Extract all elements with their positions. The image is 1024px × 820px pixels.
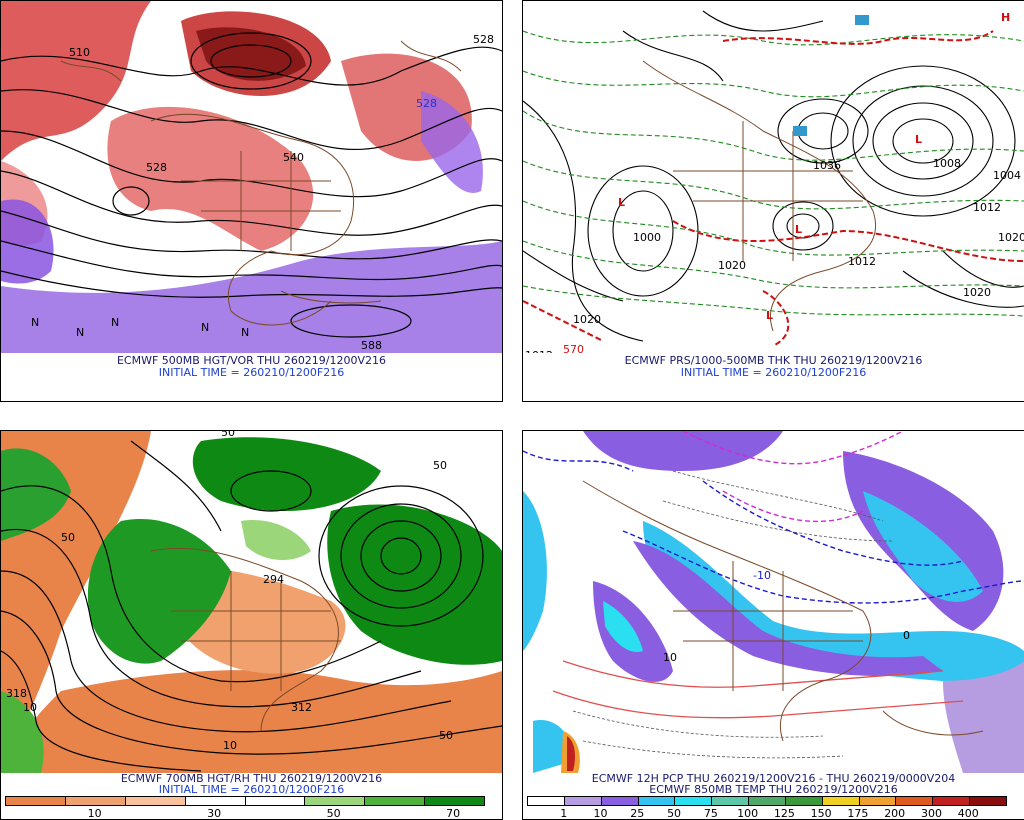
p1-label: 528	[473, 33, 494, 46]
p2-label: 1020	[573, 313, 601, 326]
p2-caption-init: INITIAL TIME = 260210/1200F216	[680, 366, 867, 379]
p2-label: 1012	[973, 201, 1001, 214]
p3-label: 50	[439, 729, 453, 742]
p2-label: 1008	[933, 157, 961, 170]
p2-low-marker: L	[766, 309, 773, 322]
colorbar-swatch	[821, 797, 859, 805]
colorbar-swatch	[563, 797, 601, 805]
p4-colorbar	[527, 796, 1007, 806]
p4-caption-pcp: ECMWF 12H PCP THU 260219/1200V216 - THU …	[591, 772, 956, 785]
colorbar-swatch	[244, 797, 305, 805]
p1-caption-valid: ECMWF 500MB HGT/VOR THU 260219/1200V216	[116, 354, 387, 367]
colorbar-swatch	[858, 797, 896, 805]
p4-label: 0	[903, 629, 910, 642]
colorbar-swatch	[969, 797, 1006, 805]
p1-label: N	[241, 326, 249, 339]
colorbar-swatch	[637, 797, 675, 805]
colorbar-tick-label: 10	[593, 807, 608, 820]
colorbar-tick-label: 300	[920, 807, 942, 820]
p3-label: 318	[6, 687, 27, 700]
p1-label: 528	[146, 161, 167, 174]
map-700mb: 294 312 318 50 10 10 50 50 50	[1, 431, 502, 773]
p2-label: 1012	[848, 255, 876, 268]
panel-500mb-hgt-vor: 510 528 540 588 528 528 N N N N N ECMWF …	[0, 0, 503, 402]
p2-low-marker: L	[618, 196, 625, 209]
p3-label: 50	[221, 431, 235, 439]
p3-label: 312	[291, 701, 312, 714]
colorbar-tick-label: 1	[560, 807, 568, 820]
colorbar-swatch	[711, 797, 749, 805]
p2-caption-valid: ECMWF PRS/1000-500MB THK THU 260219/1200…	[624, 354, 923, 367]
p2-low-marker: L	[795, 223, 802, 236]
colorbar-swatch	[304, 797, 365, 805]
colorbar-tick-label: 10	[87, 807, 102, 820]
p1-label: N	[111, 316, 119, 329]
colorbar-tick-label: 150	[810, 807, 832, 820]
p3-caption-valid: ECMWF 700MB HGT/RH THU 260219/1200V216	[120, 772, 383, 785]
p1-label: 540	[283, 151, 304, 164]
map-prs-thk: L L L L H 1000 1020 1020 1012 1020 1036 …	[523, 1, 1024, 353]
p2-label: 1020	[718, 259, 746, 272]
p2-low-marker: L	[915, 133, 922, 146]
colorbar-swatch	[600, 797, 638, 805]
p4-label: -10	[753, 569, 771, 582]
colorbar-swatch	[124, 797, 185, 805]
p3-label: 10	[223, 739, 237, 752]
p2-label: 1004	[993, 169, 1021, 182]
p1-label: N	[201, 321, 209, 334]
colorbar-swatch	[424, 797, 484, 805]
p3-colorbar	[5, 796, 485, 806]
panel-700mb-hgt-rh: 294 312 318 50 10 10 50 50 50 ECMWF 700M…	[0, 430, 503, 820]
colorbar-tick-label: 200	[884, 807, 906, 820]
colorbar-tick-label: 125	[773, 807, 795, 820]
colorbar-swatch	[528, 797, 564, 805]
colorbar-tick-label: 30	[207, 807, 222, 820]
p2-label: 570	[563, 343, 584, 353]
p3-label: 294	[263, 573, 284, 586]
panel-prs-thk: L L L L H 1000 1020 1020 1012 1020 1036 …	[522, 0, 1024, 402]
p1-label: N	[31, 316, 39, 329]
p2-label: 1036	[813, 159, 841, 172]
p3-label: 50	[433, 459, 447, 472]
colorbar-tick-label: 25	[630, 807, 645, 820]
p2-label: 1012	[525, 349, 553, 353]
p1-label: 588	[361, 339, 382, 352]
colorbar-swatch	[364, 797, 425, 805]
p1-label: 528	[416, 97, 437, 110]
colorbar-swatch	[64, 797, 125, 805]
colorbar-tick-label: 400	[957, 807, 979, 820]
p2-label: 1020	[963, 286, 991, 299]
colorbar-tick-label: 75	[703, 807, 718, 820]
p2-label: 1020	[998, 231, 1024, 244]
panel-pcp-850temp: 0 -10 10 ECMWF 12H PCP THU 260219/1200V2…	[522, 430, 1024, 820]
p4-caption-temp: ECMWF 850MB TEMP THU 260219/1200V216	[649, 783, 898, 796]
p2-high-marker: H	[1001, 11, 1010, 24]
colorbar-tick-label: 50	[667, 807, 682, 820]
p1-caption-init: INITIAL TIME = 260210/1200F216	[158, 366, 345, 379]
p2-label: 1000	[633, 231, 661, 244]
colorbar-tick-label: 175	[847, 807, 869, 820]
colorbar-swatch	[6, 797, 65, 805]
p3-caption-init: INITIAL TIME = 260210/1200F216	[158, 783, 345, 796]
p1-contour-labels: 510 528 540 588 528 528 N N N N N	[31, 33, 494, 352]
colorbar-tick-label: 50	[326, 807, 341, 820]
colorbar-swatch	[674, 797, 712, 805]
p1-label: 510	[69, 46, 90, 59]
colorbar-swatch	[784, 797, 822, 805]
p3-label: 50	[61, 531, 75, 544]
p1-label: N	[76, 326, 84, 339]
colorbar-swatch	[184, 797, 245, 805]
colorbar-tick-label: 100	[737, 807, 759, 820]
map-500mb: 510 528 540 588 528 528 N N N N N	[1, 1, 502, 353]
colorbar-swatch	[748, 797, 785, 805]
map-pcp-850: 0 -10 10	[523, 431, 1024, 773]
colorbar-tick-label: 70	[446, 807, 461, 820]
colorbar-swatch	[895, 797, 933, 805]
p4-label: 10	[663, 651, 677, 664]
p3-label: 10	[23, 701, 37, 714]
colorbar-swatch	[932, 797, 970, 805]
